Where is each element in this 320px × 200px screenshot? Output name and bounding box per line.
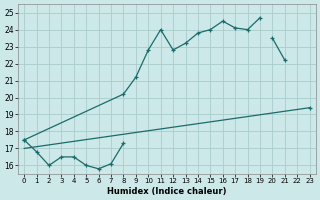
X-axis label: Humidex (Indice chaleur): Humidex (Indice chaleur) <box>107 187 227 196</box>
